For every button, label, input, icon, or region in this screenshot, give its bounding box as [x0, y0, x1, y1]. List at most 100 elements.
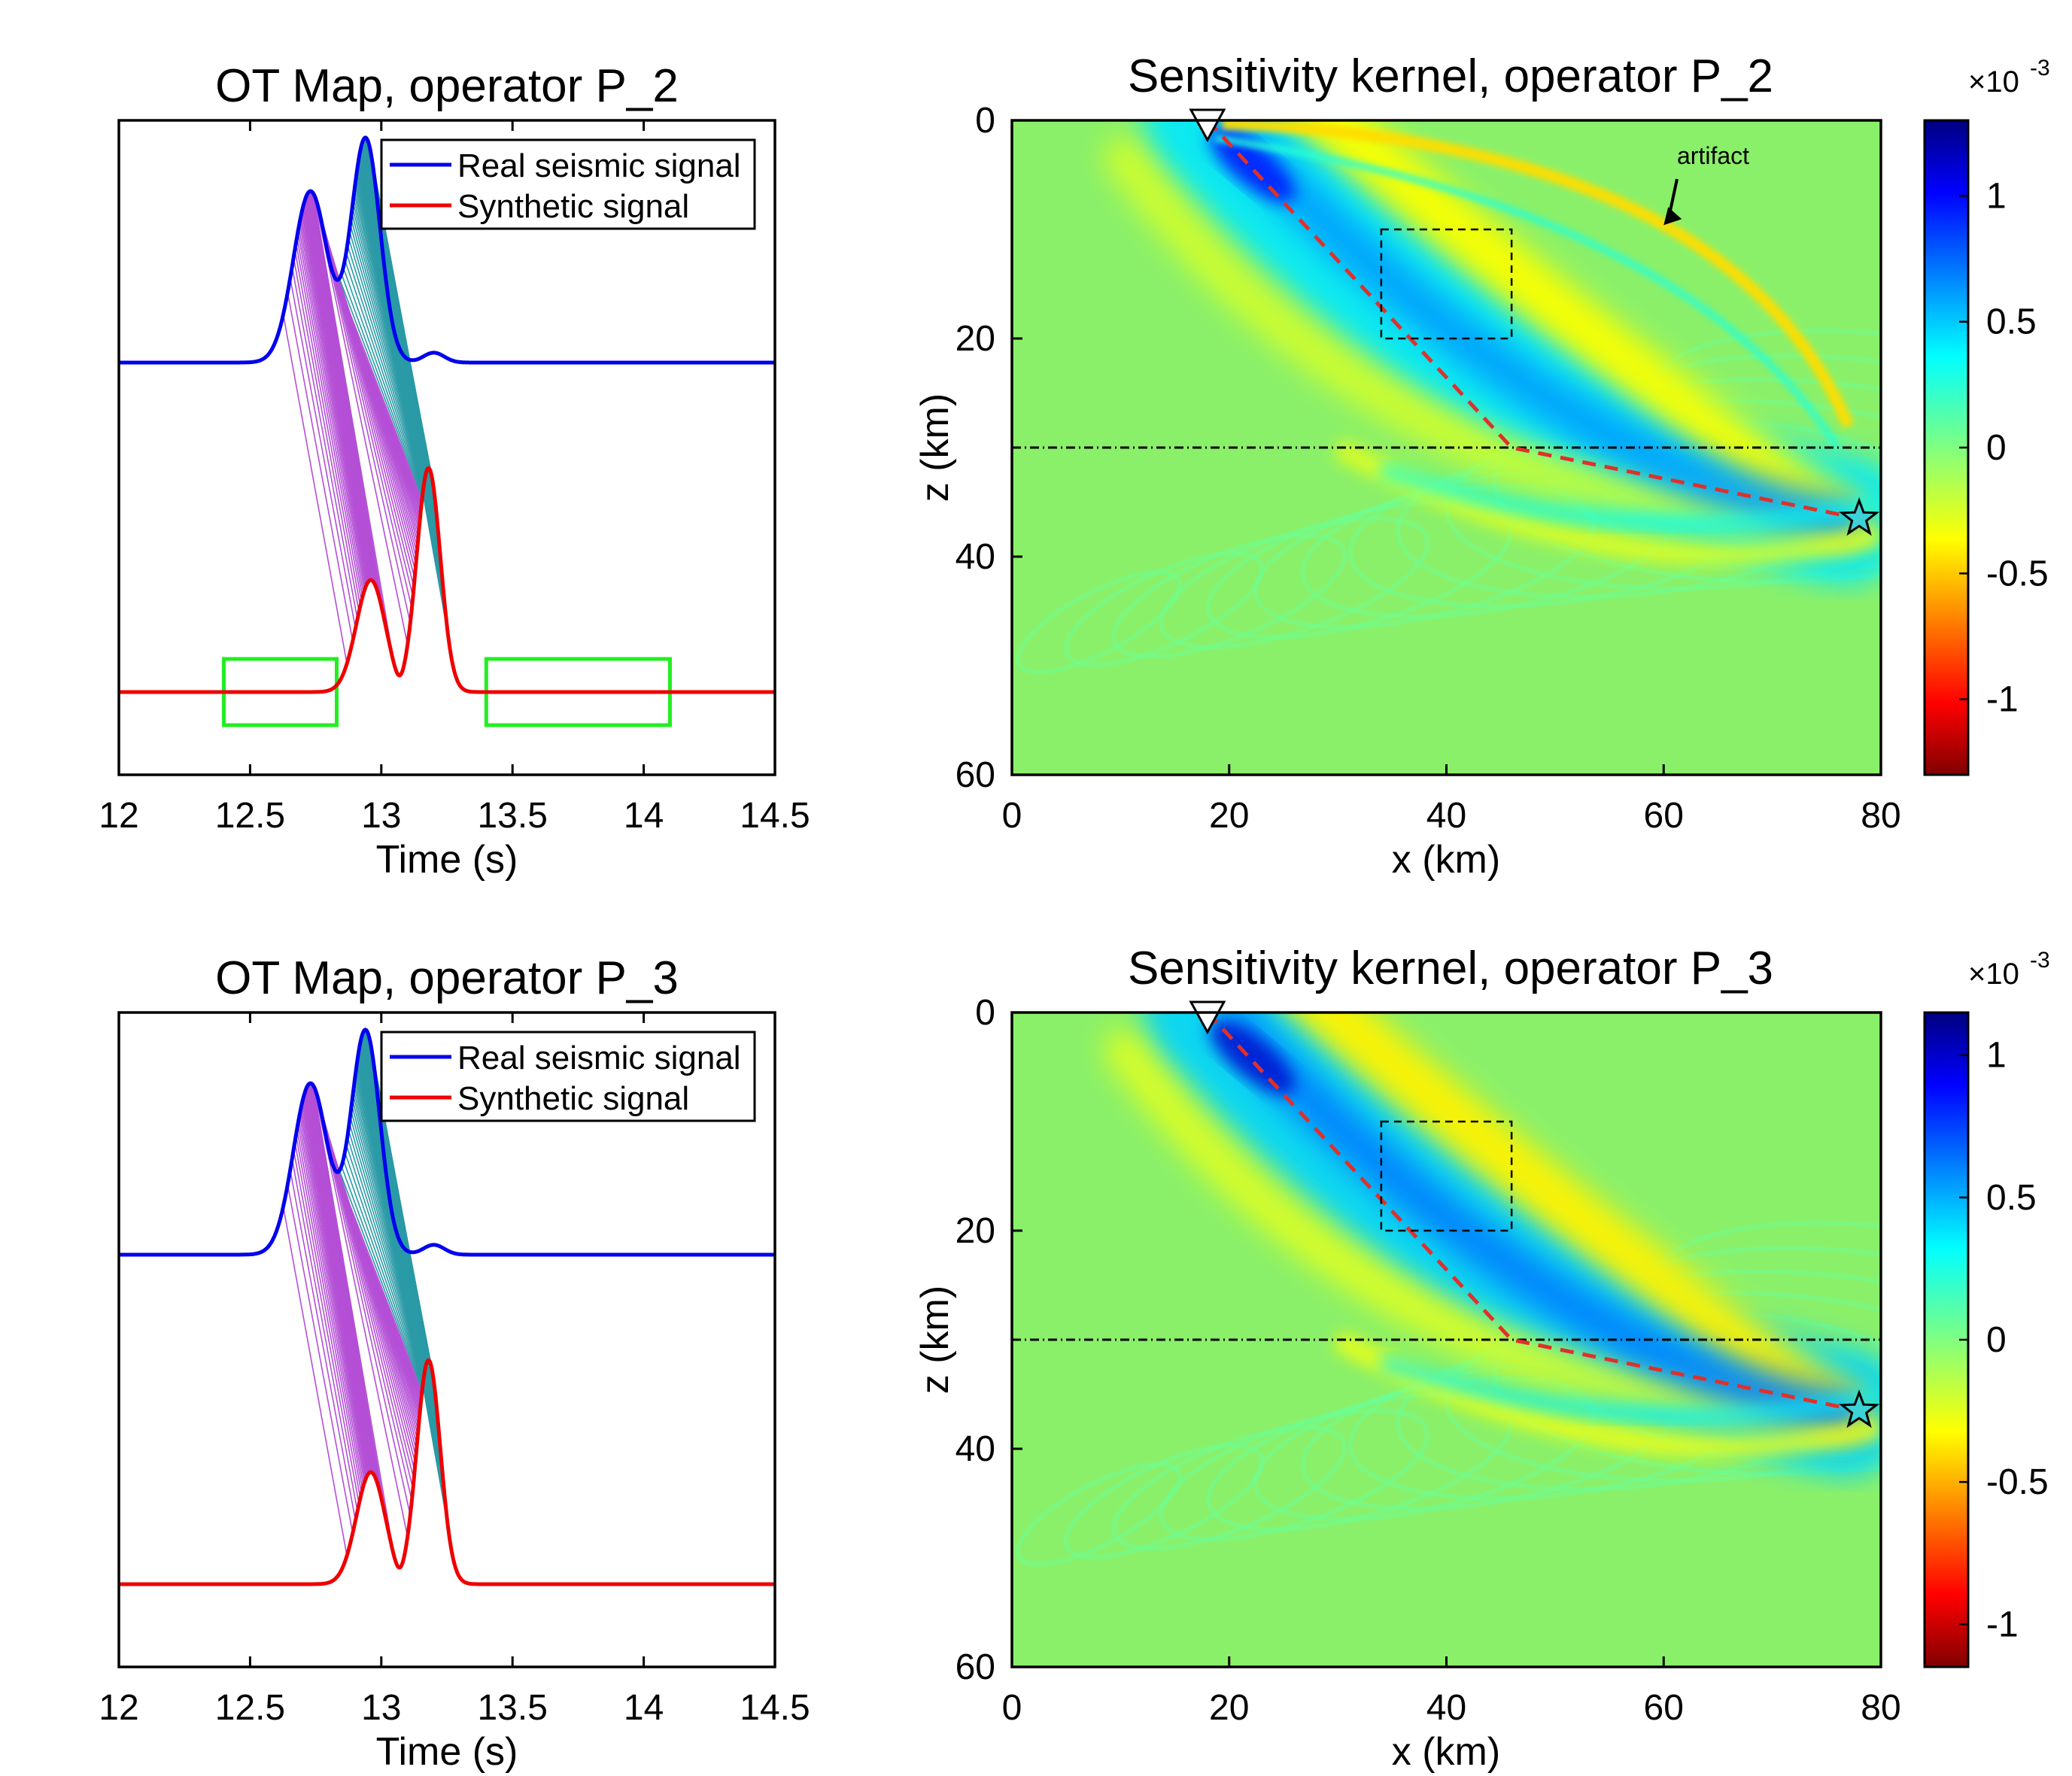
kernel-p2-colorbar: 1 0.5 0 -0.5 -1 ×10 -3	[1923, 56, 2050, 776]
mapping-line	[345, 1144, 424, 1383]
kernel-band-negative	[1292, 1012, 1871, 1439]
colorbar-tick-label: 1	[1986, 176, 2007, 216]
mapping-line	[348, 1129, 424, 1380]
kernel-texture	[1492, 1290, 1881, 1477]
colorbar-exponent: -3	[2030, 56, 2050, 80]
mapping-line	[302, 1101, 369, 1474]
kernel-texture	[1063, 1443, 1265, 1559]
kernel-texture	[1015, 569, 1183, 675]
colorbar-tick-label: 0.5	[1986, 1178, 2037, 1218]
mapping-line	[289, 1170, 357, 1521]
ot-map-p3-legend-synthetic: Synthetic signal	[457, 1080, 689, 1117]
kernel-p3-heatmap	[1012, 1012, 1881, 1667]
mapping-line	[299, 1110, 367, 1478]
mapping-line	[342, 267, 424, 494]
mapping-line	[346, 1137, 424, 1381]
x-tick-label: 40	[1426, 1688, 1466, 1728]
mapping-line	[299, 222, 366, 588]
mapping-line	[336, 279, 423, 501]
source-star-icon	[1839, 496, 1880, 536]
colorbar-multiplier: ×10	[1968, 958, 2019, 991]
mapping-line	[312, 193, 395, 665]
receiver-triangle-icon	[1189, 108, 1226, 143]
x-tick-label: 20	[1209, 1688, 1249, 1728]
mapping-line	[302, 206, 370, 581]
mapping-line	[350, 1110, 425, 1375]
kernel-texture	[1159, 1408, 1430, 1542]
mapping-line	[349, 223, 425, 484]
kernel-p3-x-label: x (km)	[1392, 1730, 1500, 1774]
colorbar-tick-label: -1	[1986, 680, 2019, 720]
dashed-box	[1380, 1120, 1513, 1232]
mapping-line	[334, 278, 423, 503]
dashed-box	[1380, 228, 1513, 340]
kernel-band-negative-lower	[1104, 1029, 1865, 1433]
kernel-p3-ticks: 0 20 40 60 80 0 20 40 60	[955, 993, 1901, 1728]
mapping-line	[302, 204, 371, 581]
mapping-line	[341, 1166, 424, 1389]
mapping-line	[383, 1152, 445, 1496]
mapping-line	[348, 237, 424, 487]
ot-map-panel-p2: OT Map, operator P_2 12 12.5 13 13.5 14 14.5 …	[99, 60, 810, 882]
mapping-line	[339, 1170, 423, 1391]
mapping-line	[282, 1206, 348, 1556]
mapping-line	[302, 1098, 370, 1474]
kernel-p2-artifact-annotation: artifact	[1677, 142, 1749, 169]
kernel-p3-title: Sensitivity kernel, operator P_3	[1128, 943, 1773, 994]
mapping-line	[381, 238, 444, 584]
kernel-p2-heatmap	[1012, 120, 1881, 775]
mapping-line	[298, 1119, 366, 1483]
y-tick-label: 0	[975, 101, 995, 141]
kernel-p2-ticks: 0 20 40 60 80 0 20 40 60	[955, 101, 1901, 836]
mapping-line	[342, 1159, 424, 1386]
mapping-line	[296, 237, 363, 597]
ot-map-p3-x-ticks: 12 12.5 13 13.5 14 14.5	[99, 1012, 810, 1728]
mapping-line	[381, 1140, 445, 1486]
ot-map-panel-p3: OT Map, operator P_3 12 12.5 13 13.5 14 14.5 …	[99, 952, 810, 1774]
mapping-line	[301, 1104, 369, 1475]
colorbar-tick-label: -0.5	[1986, 554, 2049, 594]
mapping-line	[313, 194, 409, 645]
kernel-p3-overlay	[1012, 1000, 1881, 1428]
mapping-line	[291, 1158, 358, 1512]
x-tick-label: 13.5	[477, 1688, 547, 1728]
ot-map-p3-axes-frame	[117, 1011, 776, 1668]
kernel-texture	[1063, 551, 1265, 667]
mapping-line	[302, 208, 369, 582]
kernel-texture	[1159, 516, 1430, 650]
mapping-line	[383, 260, 445, 604]
mapping-line	[294, 1141, 361, 1498]
mapping-line	[381, 248, 445, 594]
mapping-line	[303, 1094, 372, 1473]
kernel-p2-x-label: x (km)	[1392, 838, 1500, 882]
ot-map-p3-synthetic-signal-line	[119, 1358, 775, 1586]
mapping-line	[379, 1122, 443, 1468]
x-tick-label: 0	[1002, 796, 1022, 836]
x-tick-label: 14.5	[740, 796, 810, 836]
x-tick-label: 40	[1426, 796, 1466, 836]
kernel-lower-arc-positive	[1378, 1354, 1881, 1423]
ot-map-p2-title: OT Map, operator P_2	[215, 60, 679, 112]
x-tick-label: 12	[99, 1688, 138, 1728]
ot-map-p3-real-signal-line	[119, 1028, 775, 1257]
mapping-line	[302, 1096, 371, 1473]
mapping-line	[295, 242, 363, 602]
mapping-line	[294, 249, 361, 606]
kernel-panel-p3: Sensitivity kernel, operator P_3 0 20 40 60…	[913, 943, 2050, 1774]
colorbar-tick-label: -1	[1986, 1604, 2019, 1644]
mapping-line	[299, 1114, 366, 1480]
x-tick-label: 12.5	[215, 1688, 285, 1728]
y-tick-label: 60	[955, 755, 995, 795]
artifact-arrow-head	[1663, 207, 1682, 226]
x-tick-label: 20	[1209, 796, 1249, 836]
x-tick-label: 14.5	[740, 1688, 810, 1728]
colorbar-tick-label: 0	[1986, 1320, 2007, 1360]
colorbar-gradient	[1923, 119, 1970, 776]
mapping-line	[289, 278, 357, 629]
ot-map-p2-real-signal-line	[119, 135, 775, 365]
y-tick-label: 60	[955, 1647, 995, 1687]
mapping-line	[297, 1123, 364, 1486]
mapping-line	[349, 1116, 425, 1377]
mapping-line	[341, 274, 424, 496]
mapping-line	[291, 266, 358, 620]
